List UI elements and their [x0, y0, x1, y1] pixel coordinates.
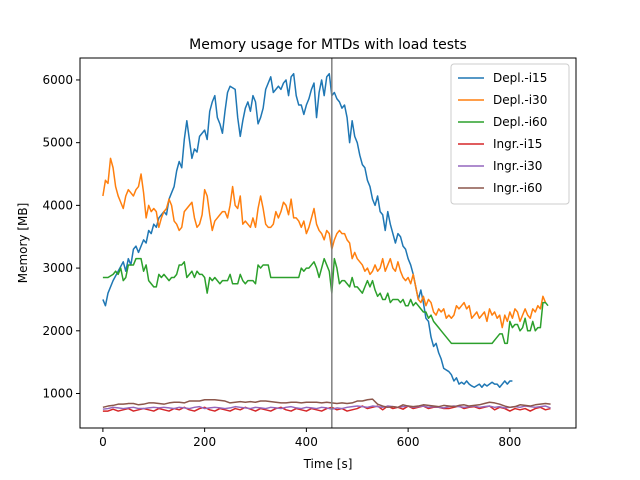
axes-frame: [79, 57, 577, 429]
series-line-ingr-i60: [102, 398, 551, 409]
series-line-depl-i30: [102, 157, 547, 329]
plot-area: [102, 58, 551, 428]
legend-box: [450, 63, 570, 205]
x-tick-label: 400: [295, 435, 318, 449]
legend-label-ingr-i15: Ingr.-i15: [493, 137, 542, 151]
legend-label-ingr-i60: Ingr.-i60: [493, 181, 542, 195]
y-tick-label: 3000: [42, 261, 73, 275]
series-line-depl-i15: [102, 72, 513, 388]
x-tick-label: 200: [193, 435, 216, 449]
axes-ticks: 0 200 400 600 800 1000 2000 3000 4000 5000 6000: [42, 73, 521, 449]
chart-title: Memory usage for MTDs with load tests: [189, 37, 467, 53]
legend-label-ingr-i30: Ingr.-i30: [493, 159, 542, 173]
y-tick-label: 5000: [42, 136, 73, 150]
x-axis-title: Time [s]: [303, 457, 353, 471]
y-tick-label: 4000: [42, 198, 73, 212]
y-tick-label: 6000: [42, 73, 73, 87]
legend-label-depl-i15: Depl.-i15: [493, 71, 547, 85]
x-tick-label: 0: [99, 435, 107, 449]
y-tick-label: 2000: [42, 324, 73, 338]
legend: Depl.-i15 Depl.-i30 Depl.-i60 Ingr.-i15 Ingr…: [450, 63, 570, 205]
y-axis-title: Memory [MB]: [16, 203, 30, 284]
x-tick-label: 800: [498, 435, 521, 449]
series-line-depl-i60: [102, 257, 549, 345]
series-line-ingr-i30: [102, 405, 551, 410]
x-tick-label: 600: [397, 435, 420, 449]
y-tick-label: 1000: [42, 387, 73, 401]
legend-label-depl-i30: Depl.-i30: [493, 93, 547, 107]
legend-label-depl-i60: Depl.-i60: [493, 115, 547, 129]
